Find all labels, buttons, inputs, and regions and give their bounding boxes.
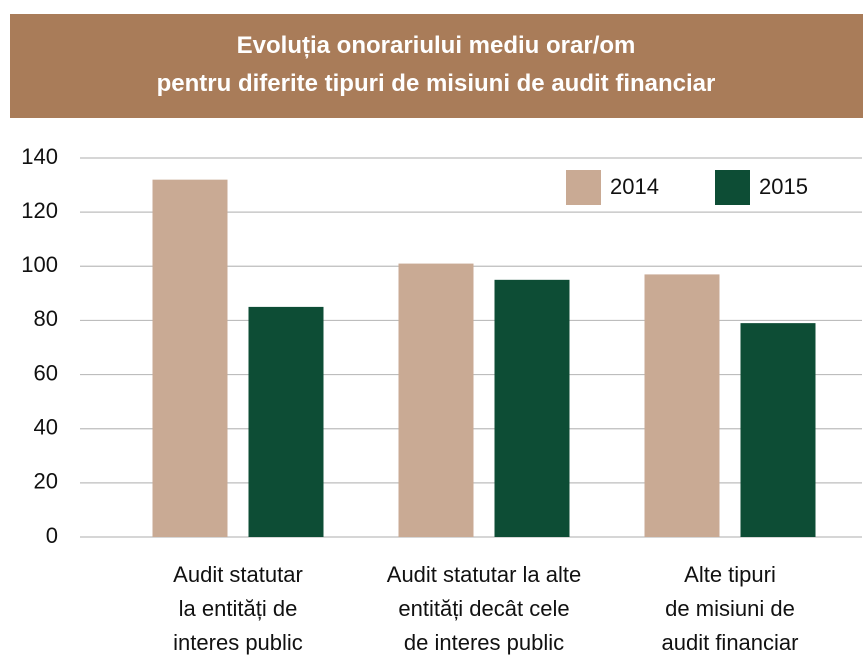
legend-swatch <box>715 170 750 205</box>
bar <box>644 274 720 537</box>
y-tick-label: 40 <box>34 415 58 440</box>
y-tick-label: 100 <box>21 252 58 277</box>
x-tick-label: Audit statutar la alte entități decât cel… <box>387 562 581 655</box>
bar <box>494 279 570 537</box>
y-tick-label: 140 <box>21 144 58 169</box>
x-tick-label: Audit statutar la entități de interes publ… <box>173 562 303 655</box>
y-tick-label: 20 <box>34 469 58 494</box>
bar <box>398 263 474 537</box>
bar <box>740 323 816 537</box>
title-banner <box>10 14 863 118</box>
bar <box>152 179 228 537</box>
legend-label: 2014 <box>610 174 659 199</box>
y-tick-label: 80 <box>34 306 58 331</box>
legend-label: 2015 <box>759 174 808 199</box>
x-tick-label: Alte tipuri de misiuni de audit financiar <box>662 562 799 655</box>
chart-title: Evoluția onorariului mediu orar/om pentru… <box>157 32 716 97</box>
y-tick-label: 0 <box>46 523 58 548</box>
bar <box>248 306 324 537</box>
legend-swatch <box>566 170 601 205</box>
y-tick-label: 120 <box>21 198 58 223</box>
y-tick-label: 60 <box>34 360 58 385</box>
